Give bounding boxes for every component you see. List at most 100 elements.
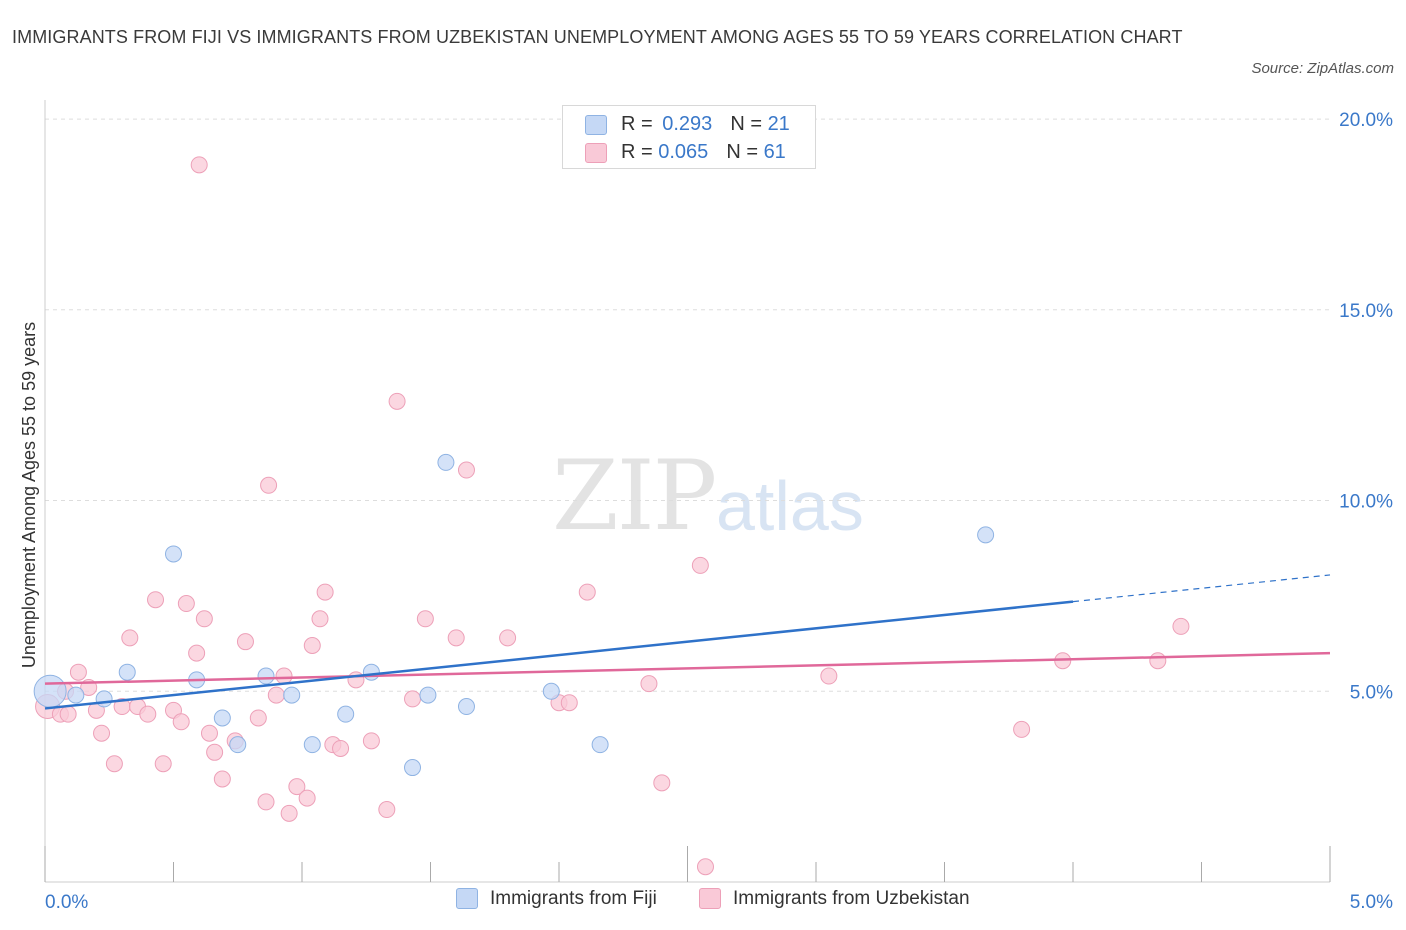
uzbekistan-point: [105, 755, 123, 773]
uzbekistan-point: [499, 629, 517, 647]
y-tick-label: 15.0%: [1339, 301, 1393, 322]
uzbekistan-legend-label: Immigrants from Uzbekistan: [733, 888, 970, 909]
fiji-n-value: 21: [767, 113, 790, 135]
uzbekistan-point: [206, 743, 224, 761]
fiji-r-value: 0.293: [662, 113, 713, 135]
uzbekistan-point: [560, 694, 578, 712]
uzbekistan-point: [257, 793, 275, 811]
uzbekistan-point: [311, 610, 329, 628]
uzbekistan-point: [378, 801, 396, 819]
fiji-legend-label: Immigrants from Fiji: [490, 888, 657, 909]
uzbekistan-point: [249, 709, 267, 727]
uzbekistan-point: [362, 732, 380, 750]
fiji-point: [283, 686, 301, 704]
fiji-point: [542, 682, 560, 700]
uzbekistan-point: [59, 705, 77, 723]
fiji-point: [95, 690, 113, 708]
uzbekistan-point: [447, 629, 465, 647]
y-tick-label: 20.0%: [1339, 110, 1393, 131]
uzbekistan-point: [653, 774, 671, 792]
fiji-trend-extension: [1072, 574, 1331, 603]
uzbekistan-point: [200, 724, 218, 742]
fiji-point: [33, 674, 67, 708]
uzbekistan-trend-line: [44, 651, 1331, 685]
uzbekistan-point: [332, 739, 350, 757]
uzbekistan-swatch: [585, 142, 607, 163]
fiji-point: [977, 526, 995, 544]
uzbekistan-point: [1149, 652, 1167, 670]
source-label: Source: ZipAtlas.com: [1251, 60, 1394, 77]
watermark-zip: ZIP: [552, 440, 717, 552]
y-tick-label: 10.0%: [1339, 492, 1393, 513]
fiji-swatch: [585, 114, 607, 135]
fiji-point: [213, 709, 231, 727]
uzbekistan-point: [267, 686, 285, 704]
uzbekistan-point: [696, 858, 714, 876]
uzbekistan-point: [188, 644, 206, 662]
fiji-point: [118, 663, 136, 681]
uzbekistan-n-value: 61: [763, 141, 786, 163]
uzbekistan-point: [93, 724, 111, 742]
uzbekistan-point: [288, 778, 306, 796]
uzbekistan-point: [154, 755, 172, 773]
fiji-point: [257, 667, 275, 685]
uzbekistan-point: [640, 675, 658, 693]
uzbekistan-point: [691, 556, 709, 574]
uzbekistan-point: [347, 671, 365, 689]
y-axis-label: Unemployment Among Ages 55 to 59 years: [19, 322, 39, 668]
legend-r-label: R =: [621, 141, 659, 163]
fiji-point: [67, 686, 85, 704]
fiji-point: [229, 736, 247, 754]
uzbekistan-point: [298, 789, 316, 807]
fiji-point: [437, 453, 455, 471]
uzbekistan-point: [195, 610, 213, 628]
uzbekistan-point: [213, 770, 231, 788]
uzbekistan-point: [147, 591, 165, 609]
uzbekistan-point: [280, 804, 298, 822]
uzbekistan-point: [316, 583, 334, 601]
fiji-trend-line: [44, 600, 1074, 710]
legend-row-fiji: R = 0.293 N = 21: [585, 113, 790, 137]
uzbekistan-point: [1013, 720, 1031, 738]
uzbekistan-point: [190, 156, 208, 174]
chart-title: IMMIGRANTS FROM FIJI VS IMMIGRANTS FROM …: [12, 27, 1183, 47]
uzbekistan-legend-swatch: [699, 888, 721, 910]
legend-n-label: N =: [730, 113, 768, 135]
x-tick-label: 0.0%: [45, 892, 88, 913]
fiji-point: [337, 705, 355, 723]
uzbekistan-point: [404, 690, 422, 708]
uzbekistan-point: [121, 629, 139, 647]
uzbekistan-r-value: 0.065: [658, 141, 709, 163]
fiji-point: [362, 663, 380, 681]
uzbekistan-point: [172, 713, 190, 731]
legend-row-uzbekistan: R = 0.065 N = 61: [585, 141, 786, 165]
legend-r-label: R =: [621, 113, 659, 135]
uzbekistan-point: [177, 595, 195, 613]
uzbekistan-point: [303, 636, 321, 654]
fiji-legend-swatch: [456, 888, 478, 910]
uzbekistan-point: [139, 705, 157, 723]
legend-n-label: N =: [726, 141, 764, 163]
fiji-point: [591, 736, 609, 754]
y-tick-label: 5.0%: [1350, 682, 1393, 703]
bottom-legend-uzbekistan[interactable]: Immigrants from Uzbekistan: [699, 888, 970, 910]
fiji-point: [165, 545, 182, 563]
correlation-legend: R = 0.293 N = 21 R = 0.065 N = 61: [562, 105, 816, 169]
fiji-point: [419, 686, 437, 704]
bottom-legend-fiji[interactable]: Immigrants from Fiji: [456, 888, 657, 910]
fiji-point: [303, 736, 321, 754]
uzbekistan-point: [236, 633, 254, 651]
uzbekistan-point: [820, 667, 838, 685]
fiji-point: [457, 698, 475, 716]
uzbekistan-point: [260, 476, 278, 494]
uzbekistan-point: [388, 392, 406, 410]
x-tick-label: 5.0%: [1350, 892, 1393, 913]
uzbekistan-point: [457, 461, 475, 479]
fiji-point: [404, 759, 422, 777]
uzbekistan-point: [69, 663, 87, 681]
uzbekistan-point: [416, 610, 434, 628]
uzbekistan-point: [578, 583, 596, 601]
watermark-atlas: atlas: [716, 467, 864, 545]
uzbekistan-point: [275, 667, 293, 685]
